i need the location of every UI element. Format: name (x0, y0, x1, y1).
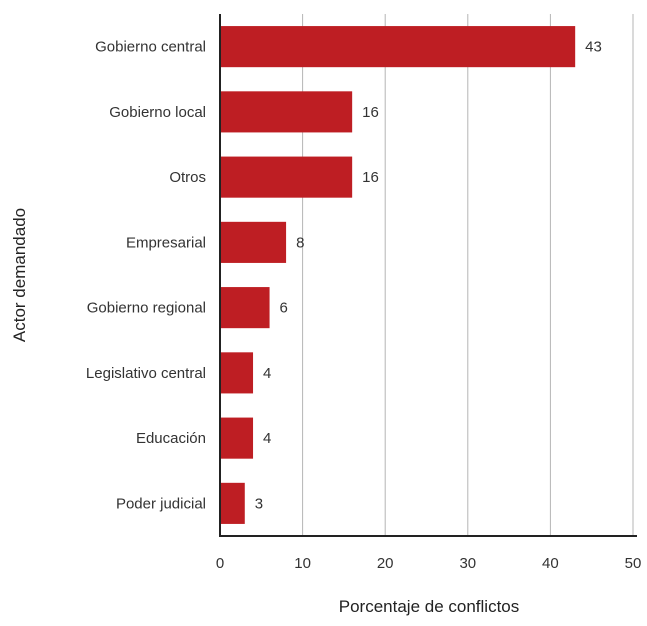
x-tick-label: 0 (216, 555, 224, 572)
y-axis-title: Actor demandado (10, 208, 29, 342)
x-tick-label: 10 (294, 555, 311, 572)
bar (220, 221, 287, 263)
bar (220, 156, 353, 198)
x-axis-title: Porcentaje de conflictos (339, 597, 520, 616)
category-label: Poder judicial (116, 495, 206, 512)
bar (220, 26, 576, 68)
value-label: 4 (263, 365, 271, 382)
x-tick-label: 50 (625, 555, 642, 572)
bars (220, 26, 576, 524)
category-label: Empresarial (126, 234, 206, 251)
category-label: Gobierno central (95, 39, 206, 56)
value-label: 16 (362, 104, 379, 121)
value-label: 8 (296, 234, 304, 251)
value-label: 6 (280, 300, 288, 317)
category-labels: Gobierno central Gobierno local Otros Empre… (86, 39, 206, 513)
category-label: Legislativo central (86, 365, 206, 382)
category-label: Gobierno regional (87, 300, 206, 317)
value-label: 3 (255, 495, 263, 512)
category-label: Gobierno local (109, 104, 206, 121)
bar (220, 287, 270, 329)
x-tick-label: 30 (459, 555, 476, 572)
bar (220, 417, 254, 459)
x-tick-label: 20 (377, 555, 394, 572)
category-label: Otros (169, 169, 206, 186)
value-label: 16 (362, 169, 379, 186)
value-label: 4 (263, 430, 271, 447)
x-tick-label: 40 (542, 555, 559, 572)
value-label: 43 (585, 39, 602, 56)
bar (220, 91, 353, 133)
gridlines (302, 14, 634, 536)
x-tick-labels: 0 10 20 30 40 50 (216, 555, 642, 572)
bar (220, 352, 254, 394)
bar (220, 482, 245, 524)
category-label: Educación (136, 430, 206, 447)
